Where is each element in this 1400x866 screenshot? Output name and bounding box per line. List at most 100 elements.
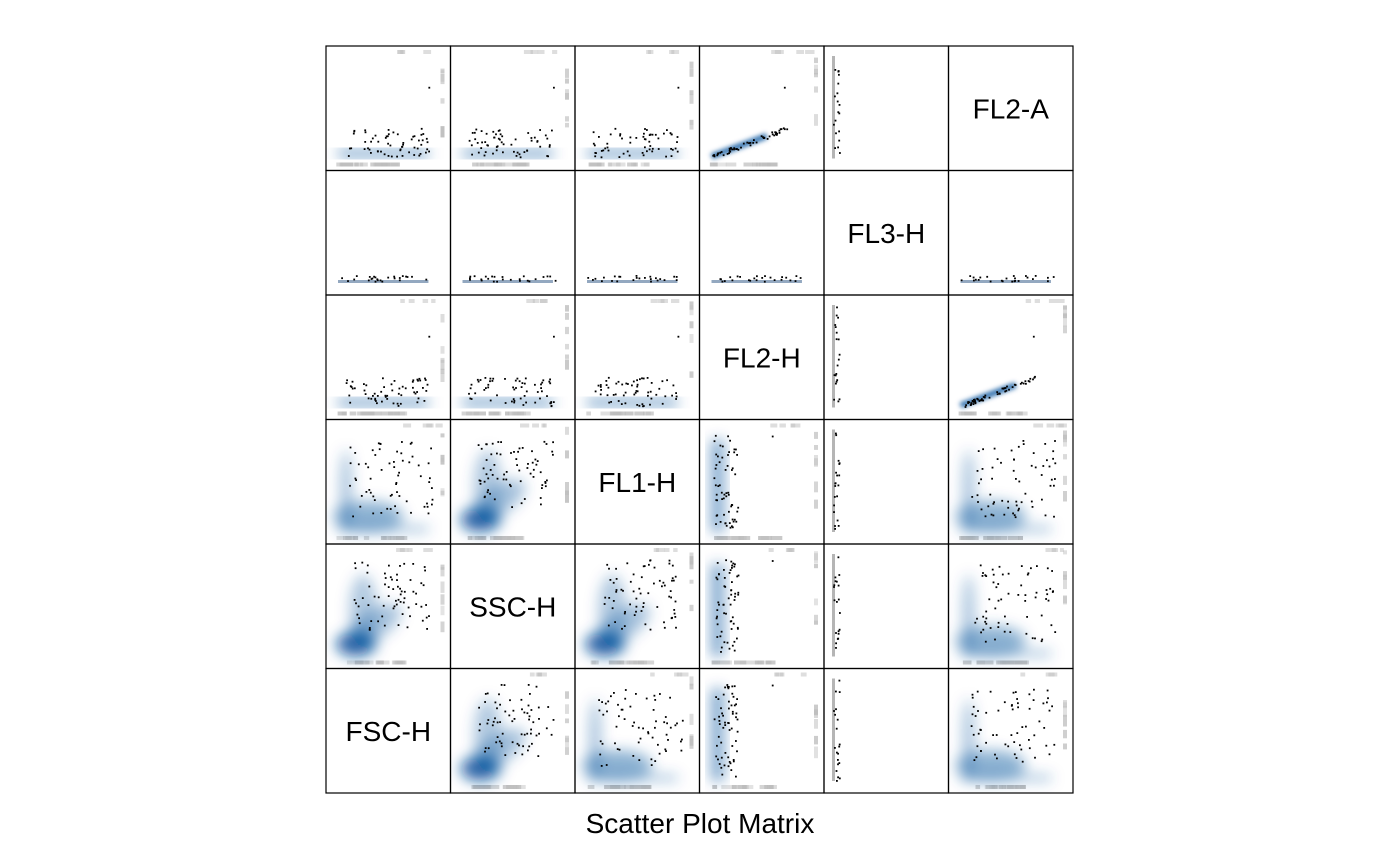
data-point	[642, 727, 644, 730]
data-point	[480, 278, 483, 281]
rug-mark	[477, 536, 483, 540]
rug-mark	[597, 162, 605, 167]
data-point	[725, 524, 728, 527]
data-point	[553, 335, 555, 338]
data-point	[989, 690, 992, 693]
data-point	[1001, 387, 1004, 390]
panel-fsc-h-vs-ssc-h	[325, 543, 452, 670]
data-point	[646, 377, 649, 379]
data-point	[974, 715, 977, 717]
data-point	[730, 560, 733, 563]
data-point	[836, 92, 839, 95]
data-point	[1003, 513, 1006, 516]
data-point	[607, 149, 610, 152]
data-point	[997, 599, 1000, 602]
data-point	[430, 447, 432, 450]
data-point	[484, 747, 487, 749]
data-point	[592, 131, 595, 134]
data-point	[1024, 594, 1027, 596]
data-point	[717, 698, 720, 700]
data-point	[602, 149, 605, 152]
data-point	[613, 275, 616, 278]
data-point	[715, 617, 718, 620]
data-point	[723, 513, 725, 516]
data-point	[378, 448, 381, 451]
data-point	[647, 391, 650, 394]
data-point	[992, 514, 995, 517]
rug-mark	[712, 785, 718, 789]
data-point	[644, 623, 647, 626]
data-point	[373, 275, 375, 278]
data-point	[504, 378, 506, 380]
data-point	[762, 136, 765, 139]
data-point	[522, 404, 525, 406]
data-point	[1015, 500, 1018, 503]
data-point	[716, 609, 719, 611]
data-point	[410, 441, 413, 444]
panel-content	[461, 299, 569, 416]
data-point	[523, 498, 526, 500]
data-point	[716, 562, 719, 564]
rug-mark	[689, 321, 694, 329]
data-point	[681, 719, 684, 722]
data-point	[976, 617, 978, 620]
rug-mark	[1063, 729, 1067, 739]
data-point	[417, 397, 420, 400]
rug-mark	[552, 50, 558, 54]
rug-mark	[1063, 743, 1067, 750]
data-point	[618, 156, 621, 158]
panel-fl1-h-vs-fl3-h	[574, 169, 701, 296]
rug-mark	[1033, 423, 1044, 428]
panel-content	[462, 275, 557, 283]
rug-mark	[634, 411, 645, 416]
data-point	[673, 275, 676, 278]
data-point	[511, 506, 513, 508]
data-point	[1003, 630, 1006, 633]
data-point	[733, 148, 735, 151]
rug-mark	[743, 785, 749, 789]
rug-mark	[608, 162, 621, 167]
rug-mark	[1063, 325, 1067, 334]
data-point	[834, 147, 836, 149]
data-point	[528, 715, 531, 718]
data-point	[1013, 280, 1016, 283]
panel-content	[955, 548, 1067, 665]
rug-mark	[624, 411, 635, 416]
rug-mark	[650, 672, 655, 677]
data-point	[484, 151, 487, 153]
data-point	[394, 505, 396, 508]
panel-fl1-h-vs-ssc-h	[574, 543, 701, 670]
data-point	[473, 131, 476, 134]
data-point	[494, 717, 496, 720]
data-point	[653, 694, 656, 697]
data-point	[748, 142, 750, 144]
density-cloud	[460, 450, 526, 532]
data-point	[374, 454, 377, 456]
data-point	[728, 149, 731, 152]
data-point	[425, 151, 427, 154]
data-point	[535, 463, 538, 466]
data-point	[988, 598, 991, 601]
data-point	[746, 141, 749, 144]
data-point	[671, 394, 673, 397]
data-point	[401, 441, 403, 443]
data-point	[839, 612, 841, 614]
data-point	[723, 585, 726, 588]
data-point	[731, 644, 734, 647]
data-point	[733, 565, 736, 568]
data-point	[1052, 276, 1055, 278]
data-point	[991, 568, 994, 571]
rug-mark	[1063, 571, 1067, 578]
data-point	[624, 402, 627, 405]
data-point	[419, 379, 422, 382]
rug-mark	[814, 445, 818, 450]
data-point	[1046, 593, 1049, 596]
data-point	[518, 278, 521, 281]
rug-mark	[539, 299, 547, 303]
data-point	[496, 707, 498, 710]
rug-mark	[641, 785, 647, 789]
data-point	[1032, 378, 1034, 381]
data-point	[1018, 507, 1020, 510]
data-point	[496, 477, 499, 480]
panel-ssc-h-vs-fl1-h	[449, 418, 576, 545]
